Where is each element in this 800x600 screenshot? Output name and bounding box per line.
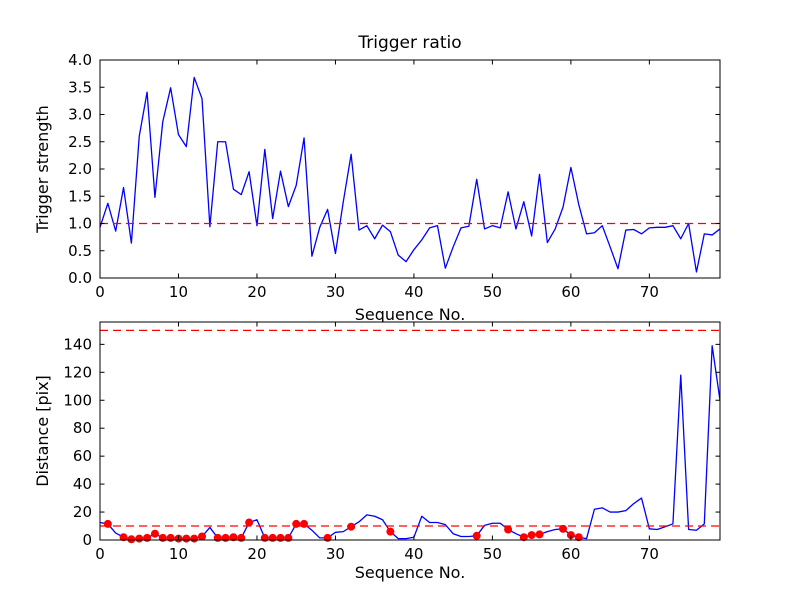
- matched-point-marker: [519, 533, 528, 542]
- y-tick-label: 1.5: [68, 187, 92, 205]
- x-tick-label: 10: [169, 283, 188, 301]
- matched-point-marker: [284, 533, 293, 542]
- matched-point-marker: [198, 532, 207, 541]
- matched-point-marker: [103, 519, 112, 528]
- matched-point-marker: [574, 533, 583, 542]
- y-tick-label: 3.0: [68, 106, 92, 124]
- matched-point-marker: [166, 533, 175, 542]
- matched-point-marker: [190, 534, 199, 543]
- matched-point-marker: [566, 531, 575, 540]
- matched-point-marker: [135, 534, 144, 543]
- y-tick-label: 1.0: [68, 215, 92, 233]
- x-tick-label: 50: [483, 545, 502, 563]
- y-tick-label: 40: [73, 475, 92, 493]
- matched-point-marker: [292, 519, 301, 528]
- y-tick-label: 2.0: [68, 160, 92, 178]
- axes-background: [100, 322, 720, 540]
- x-tick-label: 0: [95, 545, 105, 563]
- bottom-subplot: 0 10 20 30 40 50 60 70 0 20 40 60 80 100 120 140: [63, 321, 721, 563]
- x-tick-label: 40: [404, 545, 423, 563]
- matched-point-marker: [213, 533, 222, 542]
- matched-point-marker: [268, 533, 277, 542]
- matched-point-marker: [245, 518, 254, 527]
- y-tick-label: 140: [63, 335, 92, 353]
- y-tick-label: 0: [82, 531, 92, 549]
- matched-point-marker: [143, 533, 152, 542]
- x-tick-label: 70: [640, 545, 659, 563]
- y-tick-label: 20: [73, 503, 92, 521]
- matched-point-marker: [229, 533, 238, 542]
- x-tick-label: 30: [326, 545, 345, 563]
- matched-point-marker: [221, 533, 230, 542]
- matched-point-marker: [527, 531, 536, 540]
- matched-point-marker: [472, 531, 481, 540]
- matched-point-marker: [559, 524, 568, 533]
- matched-point-marker: [535, 530, 544, 539]
- matched-point-marker: [150, 529, 159, 538]
- bottom-ylabel: Distance [pix]: [33, 375, 52, 487]
- x-tick-label: 30: [326, 283, 345, 301]
- y-tick-label: 3.5: [68, 78, 92, 96]
- y-tick-label: 0.0: [68, 269, 92, 287]
- y-tick-label: 120: [63, 363, 92, 381]
- y-tick-label: 4.0: [68, 51, 92, 69]
- x-tick-label: 10: [169, 545, 188, 563]
- x-tick-label: 40: [404, 283, 423, 301]
- x-tick-label: 0: [95, 283, 105, 301]
- top-ylabel: Trigger strength: [33, 105, 52, 234]
- data-layer: [99, 329, 721, 544]
- x-tick-label: 70: [640, 283, 659, 301]
- y-tick-label: 2.5: [68, 133, 92, 151]
- y-tick-label: 100: [63, 391, 92, 409]
- matched-point-marker: [119, 533, 128, 542]
- matched-point-marker: [127, 535, 136, 544]
- matched-point-marker: [158, 533, 167, 542]
- bottom-xlabel: Sequence No.: [355, 563, 466, 582]
- axes-frame: [99, 321, 721, 541]
- y-tick-label: 80: [73, 419, 92, 437]
- trigger-strength-line: [99, 76, 721, 273]
- matched-point-marker: [182, 534, 191, 543]
- x-tick-label: 60: [561, 283, 580, 301]
- data-layer: [99, 76, 721, 273]
- top-plot-title: Trigger ratio: [357, 33, 461, 53]
- x-tick-label: 60: [561, 545, 580, 563]
- top-xlabel: Sequence No.: [355, 305, 466, 324]
- matched-point-marker: [260, 533, 269, 542]
- y-tick-label: 0.5: [68, 242, 92, 260]
- axes-background: [100, 60, 720, 278]
- matched-point-marker: [347, 522, 356, 531]
- top-subplot: 0 10 20 30 40 50 60 70 0.0 0.5 1.0 1.5 2.0 2.5 3.0 3.5 4…: [68, 51, 721, 301]
- matched-point-marker: [323, 533, 332, 542]
- y-tick-label: 60: [73, 447, 92, 465]
- matched-point-marker: [504, 525, 513, 534]
- matched-point-marker: [237, 533, 246, 542]
- matched-point-marker: [386, 527, 395, 536]
- x-tick-label: 20: [247, 545, 266, 563]
- x-tick-label: 50: [483, 283, 502, 301]
- matched-point-marker: [300, 519, 309, 528]
- x-tick-label: 20: [247, 283, 266, 301]
- matched-point-marker: [276, 533, 285, 542]
